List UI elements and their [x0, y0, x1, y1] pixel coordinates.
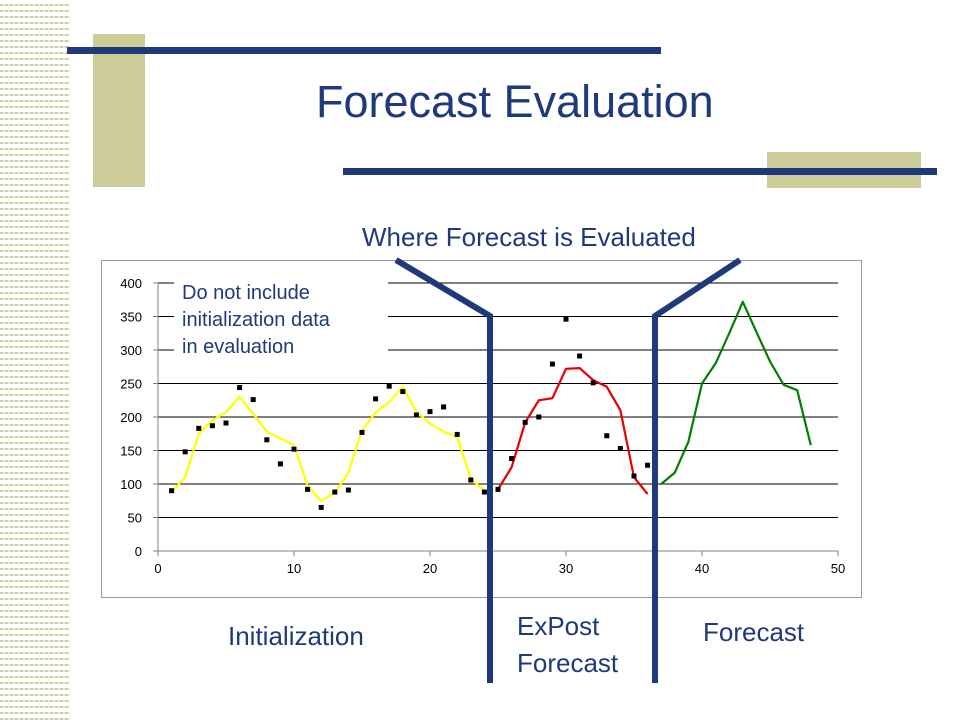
data-point	[617, 445, 623, 451]
data-point	[318, 504, 324, 510]
y-tick-label: 150	[120, 444, 142, 459]
data-point	[169, 488, 175, 494]
data-point	[427, 409, 433, 415]
y-tick-label: 300	[120, 343, 142, 358]
data-point	[468, 477, 474, 483]
data-point	[400, 389, 406, 395]
data-point	[305, 486, 311, 492]
note-line-2: initialization data	[182, 309, 330, 331]
note-line-1: Do not include	[182, 282, 310, 304]
x-tick-label: 30	[559, 561, 573, 576]
region-label-initialization: Initialization	[228, 621, 364, 651]
x-tick-label: 20	[423, 561, 437, 576]
decorative-block-top-left	[93, 34, 145, 187]
data-point	[386, 383, 392, 389]
note-line-3: in evaluation	[182, 336, 295, 358]
data-point	[441, 404, 447, 410]
data-point	[277, 461, 283, 467]
slide-title: Forecast Evaluation	[316, 76, 714, 127]
data-point	[481, 489, 487, 495]
data-point	[509, 456, 515, 462]
data-point	[590, 380, 596, 386]
data-point	[264, 437, 270, 443]
region-label-forecast: Forecast	[703, 617, 805, 647]
data-point	[549, 361, 555, 367]
y-tick-label: 50	[128, 511, 142, 526]
data-point	[237, 385, 243, 391]
data-point	[223, 420, 229, 426]
data-point	[209, 423, 215, 429]
decorative-rule-bottom	[343, 168, 937, 175]
data-point	[563, 316, 569, 322]
data-point	[373, 396, 379, 402]
series-line-2	[660, 300, 812, 485]
data-point	[454, 431, 460, 437]
x-tick-label: 10	[287, 561, 301, 576]
region-label-expost-line1: ExPost	[517, 611, 600, 641]
series-line-1	[497, 366, 649, 495]
data-point	[577, 353, 583, 359]
forecast-chart: 0 50 100 150 200 250 300 350 400 0 10 20 30 40 50	[120, 276, 845, 576]
data-point	[413, 412, 419, 418]
data-point	[645, 462, 651, 468]
x-tick-label: 40	[695, 561, 709, 576]
data-point	[359, 429, 365, 435]
data-point	[250, 397, 256, 403]
data-point	[182, 449, 188, 455]
y-tick-label: 100	[120, 477, 142, 492]
y-tick-label: 350	[120, 310, 142, 325]
region-label-expost-line2: Forecast	[517, 648, 619, 678]
x-tick-label: 0	[154, 561, 161, 576]
data-point	[291, 446, 297, 452]
data-point	[495, 486, 501, 492]
data-point	[631, 473, 637, 479]
data-point	[345, 487, 351, 493]
y-tick-label: 400	[120, 276, 142, 291]
data-point	[604, 433, 610, 439]
chart-note: Do not include initialization data in ev…	[174, 280, 388, 372]
data-point	[196, 425, 202, 431]
y-tick-label: 200	[120, 410, 142, 425]
decorative-rule-top	[67, 47, 661, 54]
evaluated-label: Where Forecast is Evaluated	[362, 222, 696, 252]
y-tick-label: 0	[135, 544, 142, 559]
data-point	[332, 489, 338, 495]
decorative-stripe-border	[0, 0, 70, 720]
y-tick-label: 250	[120, 377, 142, 392]
data-point	[522, 419, 528, 425]
x-tick-label: 50	[831, 561, 845, 576]
data-point	[536, 414, 542, 420]
